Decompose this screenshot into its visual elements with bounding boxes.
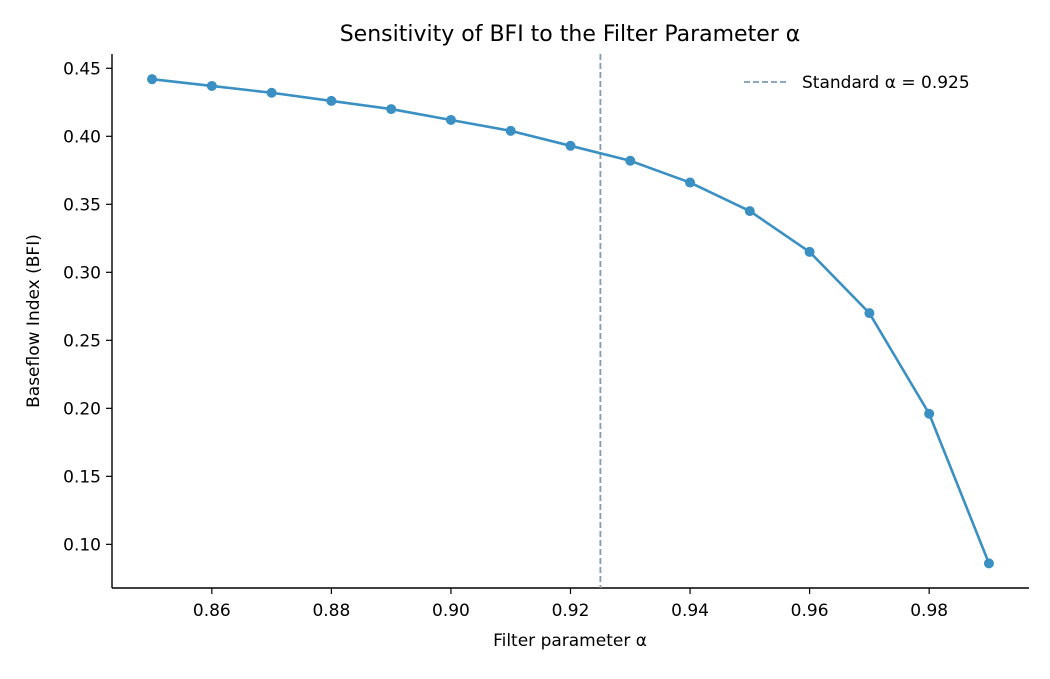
data-point (147, 74, 158, 85)
data-point (804, 246, 815, 257)
data-point (625, 155, 636, 166)
series-line (151, 77, 991, 564)
data-point (266, 87, 277, 98)
legend-label: Standard α = 0.925 (802, 73, 970, 93)
x-tick-label: 0.88 (312, 601, 350, 621)
x-tick-label: 0.86 (193, 601, 231, 621)
data-point (983, 558, 994, 569)
x-tick-label: 0.94 (671, 601, 709, 621)
x-tick-label: 0.96 (791, 601, 829, 621)
y-tick-label: 0.15 (63, 467, 101, 487)
y-tick-label: 0.35 (63, 195, 101, 215)
data-point (864, 308, 875, 319)
y-tick-label: 0.25 (63, 331, 101, 351)
x-tick-label: 0.98 (910, 601, 948, 621)
y-axis-label: Baseflow Index (BFI) (24, 234, 44, 408)
y-tick-label: 0.30 (63, 263, 101, 283)
x-ticks: 0.86 0.88 0.90 0.92 0.94 0.96 0.98 (193, 588, 948, 621)
legend: Standard α = 0.925 (744, 73, 970, 93)
y-ticks: 0.10 0.15 0.20 0.25 0.30 0.35 0.40 0.45 (63, 59, 112, 555)
data-point (924, 408, 935, 419)
data-point (744, 206, 755, 217)
x-axis-label: Filter parameter α (493, 631, 647, 651)
x-tick-label: 0.92 (552, 601, 590, 621)
data-point (565, 140, 576, 151)
y-tick-label: 0.20 (63, 399, 101, 419)
x-tick-label: 0.90 (432, 601, 470, 621)
series-group (147, 74, 994, 569)
y-tick-label: 0.40 (63, 127, 101, 147)
data-point (505, 125, 516, 136)
data-point (445, 114, 456, 125)
chart-title: Sensitivity of BFI to the Filter Paramet… (340, 22, 801, 47)
data-point (386, 104, 397, 115)
y-tick-label: 0.10 (63, 535, 101, 555)
data-point (206, 80, 217, 91)
axes (111, 54, 1029, 589)
data-point (685, 177, 696, 188)
y-tick-label: 0.45 (63, 59, 101, 79)
data-point (326, 95, 337, 106)
